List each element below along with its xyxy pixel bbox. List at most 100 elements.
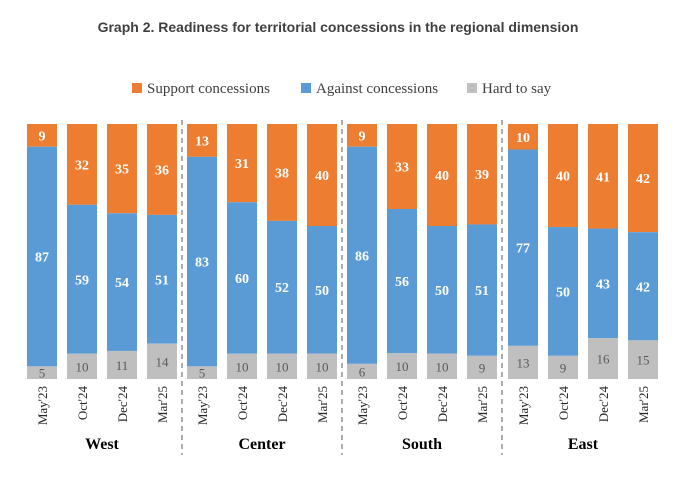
tick-east-dec-24: Dec'24 <box>596 386 611 423</box>
bar-hard-east-dec-24 <box>588 338 618 379</box>
label-hard-south-dec-24: 10 <box>436 359 449 374</box>
bar-hard-south-dec-24 <box>427 353 457 379</box>
tick-west-oct-24: Oct'24 <box>75 386 90 421</box>
bar-hard-west-oct-24 <box>67 353 97 379</box>
label-hard-center-oct-24: 10 <box>236 359 249 374</box>
label-against-east-may-23: 77 <box>516 242 530 257</box>
legend-label-hard-to-say: Hard to say <box>482 81 552 97</box>
bar-support-west-dec-24 <box>107 124 137 214</box>
label-hard-east-dec-24: 16 <box>597 352 611 367</box>
label-against-south-dec-24: 50 <box>435 284 449 299</box>
label-support-west-may-23: 9 <box>39 129 46 144</box>
label-against-east-dec-24: 43 <box>596 277 610 292</box>
label-hard-south-oct-24: 10 <box>396 359 409 374</box>
tick-center-may-23: May'23 <box>195 386 210 425</box>
group-label-east: East <box>568 436 599 453</box>
label-support-west-oct-24: 32 <box>75 158 89 173</box>
bar-against-east-dec-24 <box>588 228 618 339</box>
label-hard-center-may-23: 5 <box>199 366 206 381</box>
legend-label-against-concessions: Against concessions <box>316 81 438 97</box>
label-hard-south-may-23: 6 <box>359 364 366 379</box>
bar-against-east-oct-24 <box>548 227 578 356</box>
bar-against-east-may-23 <box>508 149 538 346</box>
label-hard-west-dec-24: 11 <box>116 358 129 373</box>
bar-support-center-dec-24 <box>267 124 297 221</box>
label-support-south-mar-25: 39 <box>475 168 489 183</box>
bar-against-east-mar-25 <box>628 232 658 341</box>
tick-south-mar-25: Mar'25 <box>475 386 490 423</box>
bar-hard-south-oct-24 <box>387 353 417 379</box>
tick-south-may-23: May'23 <box>355 386 370 425</box>
label-support-center-dec-24: 38 <box>275 166 289 181</box>
bar-support-east-may-23 <box>508 124 538 150</box>
bar-hard-east-may-23 <box>508 345 538 379</box>
group-label-west: West <box>85 436 119 453</box>
bar-hard-west-mar-25 <box>147 343 177 379</box>
label-hard-south-mar-25: 9 <box>479 360 486 375</box>
bar-support-south-mar-25 <box>467 124 497 225</box>
bar-against-west-mar-25 <box>147 214 177 344</box>
bar-hard-center-may-23 <box>187 366 217 379</box>
bar-against-south-mar-25 <box>467 224 497 356</box>
bar-support-center-may-23 <box>187 124 217 157</box>
bar-against-south-oct-24 <box>387 209 417 354</box>
bar-support-east-oct-24 <box>548 124 578 228</box>
label-hard-east-may-23: 13 <box>517 355 530 370</box>
bar-against-west-dec-24 <box>107 213 137 351</box>
group-label-south: South <box>402 436 442 453</box>
bar-support-west-may-23 <box>27 124 57 147</box>
bar-against-west-may-23 <box>27 146 57 367</box>
tick-east-oct-24: Oct'24 <box>556 386 571 421</box>
bar-hard-west-dec-24 <box>107 350 137 379</box>
label-hard-west-oct-24: 10 <box>76 359 89 374</box>
bar-support-south-oct-24 <box>387 124 417 209</box>
bar-against-west-oct-24 <box>67 204 97 354</box>
bar-support-south-dec-24 <box>427 124 457 226</box>
bar-against-center-may-23 <box>187 156 217 367</box>
chart-title: Graph 2. Readiness for territorial conce… <box>98 19 579 35</box>
label-hard-west-mar-25: 14 <box>156 354 170 369</box>
label-against-south-mar-25: 51 <box>475 284 489 299</box>
bar-against-center-oct-24 <box>227 202 257 354</box>
label-support-south-dec-24: 40 <box>435 169 449 184</box>
bar-hard-east-mar-25 <box>628 340 658 379</box>
label-hard-center-mar-25: 10 <box>316 359 329 374</box>
bar-hard-south-may-23 <box>347 363 377 379</box>
label-hard-east-mar-25: 15 <box>637 353 650 368</box>
label-against-west-may-23: 87 <box>35 251 49 266</box>
bar-against-center-mar-25 <box>307 226 337 354</box>
group-label-center: Center <box>238 436 285 453</box>
tick-center-mar-25: Mar'25 <box>315 386 330 423</box>
bar-against-south-dec-24 <box>427 226 457 354</box>
tick-west-mar-25: Mar'25 <box>155 386 170 423</box>
bar-support-west-mar-25 <box>147 124 177 215</box>
bar-support-east-dec-24 <box>588 124 618 229</box>
bar-hard-east-oct-24 <box>548 355 578 379</box>
tick-south-oct-24: Oct'24 <box>395 386 410 421</box>
label-support-east-oct-24: 40 <box>556 170 570 185</box>
bar-against-south-may-23 <box>347 146 377 364</box>
label-hard-west-may-23: 5 <box>39 366 46 381</box>
legend-label-support-concessions: Support concessions <box>147 81 270 97</box>
label-support-center-oct-24: 31 <box>235 157 249 172</box>
bar-support-south-may-23 <box>347 124 377 147</box>
bar-hard-center-oct-24 <box>227 353 257 379</box>
label-support-east-mar-25: 42 <box>636 172 650 187</box>
label-against-center-may-23: 83 <box>195 256 209 271</box>
label-hard-center-dec-24: 10 <box>276 359 289 374</box>
tick-south-dec-24: Dec'24 <box>435 386 450 423</box>
tick-center-dec-24: Dec'24 <box>275 386 290 423</box>
tick-center-oct-24: Oct'24 <box>235 386 250 421</box>
bar-against-center-dec-24 <box>267 220 297 354</box>
tick-east-mar-25: Mar'25 <box>636 386 651 423</box>
label-against-west-mar-25: 51 <box>155 273 169 288</box>
bar-hard-south-mar-25 <box>467 355 497 379</box>
bar-support-east-mar-25 <box>628 124 658 233</box>
label-against-south-may-23: 86 <box>355 249 369 264</box>
legend-swatch-support-concessions <box>132 83 142 93</box>
bar-support-west-oct-24 <box>67 124 97 205</box>
label-against-west-dec-24: 54 <box>115 276 129 291</box>
tick-west-dec-24: Dec'24 <box>115 386 130 423</box>
tick-east-may-23: May'23 <box>516 386 531 425</box>
